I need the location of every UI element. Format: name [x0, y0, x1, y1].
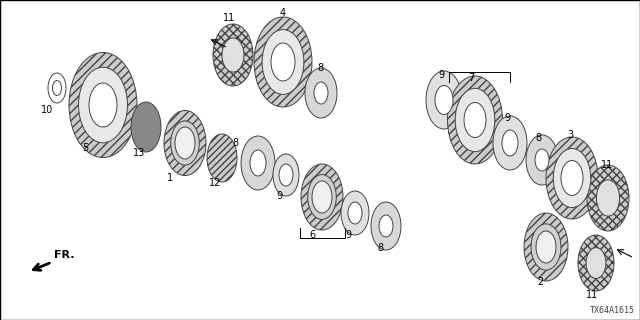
Ellipse shape — [305, 68, 337, 118]
Ellipse shape — [69, 52, 137, 157]
Text: 8: 8 — [232, 138, 238, 148]
Text: 1: 1 — [167, 173, 173, 183]
Text: 8: 8 — [535, 133, 541, 143]
Ellipse shape — [502, 130, 518, 156]
Ellipse shape — [164, 110, 206, 175]
Text: 9: 9 — [276, 191, 282, 201]
Text: 7: 7 — [468, 73, 474, 83]
Ellipse shape — [271, 43, 295, 81]
Ellipse shape — [493, 116, 527, 170]
Text: 8: 8 — [377, 243, 383, 253]
Ellipse shape — [89, 83, 117, 127]
Ellipse shape — [447, 76, 502, 164]
Ellipse shape — [79, 67, 127, 143]
Ellipse shape — [435, 85, 453, 115]
Ellipse shape — [371, 202, 401, 250]
Text: 6: 6 — [309, 230, 315, 240]
Text: 11: 11 — [586, 290, 598, 300]
Text: FR.: FR. — [54, 250, 74, 260]
Ellipse shape — [536, 231, 556, 263]
Ellipse shape — [587, 165, 629, 231]
Ellipse shape — [524, 213, 568, 281]
Ellipse shape — [464, 102, 486, 138]
Ellipse shape — [341, 191, 369, 235]
Text: 12: 12 — [209, 178, 221, 188]
Ellipse shape — [546, 137, 598, 219]
Ellipse shape — [241, 136, 275, 190]
Ellipse shape — [48, 73, 66, 103]
Ellipse shape — [171, 121, 199, 165]
Ellipse shape — [314, 82, 328, 104]
Text: 9: 9 — [345, 230, 351, 240]
Ellipse shape — [348, 202, 362, 224]
Ellipse shape — [131, 102, 161, 152]
Ellipse shape — [213, 24, 253, 86]
Text: 10: 10 — [41, 105, 53, 115]
Ellipse shape — [526, 135, 558, 185]
Text: 2: 2 — [537, 277, 543, 287]
Ellipse shape — [531, 224, 561, 270]
Ellipse shape — [273, 154, 299, 196]
Ellipse shape — [561, 161, 583, 196]
Text: 8: 8 — [317, 63, 323, 73]
Ellipse shape — [578, 235, 614, 291]
Text: 13: 13 — [133, 148, 145, 158]
Ellipse shape — [222, 38, 244, 72]
Ellipse shape — [279, 164, 293, 186]
Ellipse shape — [175, 127, 195, 159]
Ellipse shape — [586, 248, 606, 278]
Ellipse shape — [262, 30, 304, 94]
Ellipse shape — [250, 150, 266, 176]
Ellipse shape — [596, 180, 620, 216]
Ellipse shape — [312, 181, 332, 213]
Text: 3: 3 — [567, 130, 573, 140]
Ellipse shape — [455, 88, 495, 152]
Text: TX64A1615: TX64A1615 — [590, 306, 635, 315]
Ellipse shape — [207, 134, 237, 182]
Ellipse shape — [254, 17, 312, 107]
Text: 9: 9 — [504, 113, 510, 123]
Text: 11: 11 — [223, 13, 235, 23]
Text: 9: 9 — [438, 70, 444, 80]
Ellipse shape — [379, 215, 393, 237]
Text: 11: 11 — [601, 160, 613, 170]
Ellipse shape — [52, 81, 61, 95]
Text: 4: 4 — [280, 8, 286, 18]
Ellipse shape — [426, 71, 462, 129]
Text: 5: 5 — [82, 143, 88, 153]
Ellipse shape — [535, 149, 549, 171]
Ellipse shape — [308, 175, 336, 220]
Ellipse shape — [301, 164, 343, 230]
Ellipse shape — [553, 148, 591, 207]
